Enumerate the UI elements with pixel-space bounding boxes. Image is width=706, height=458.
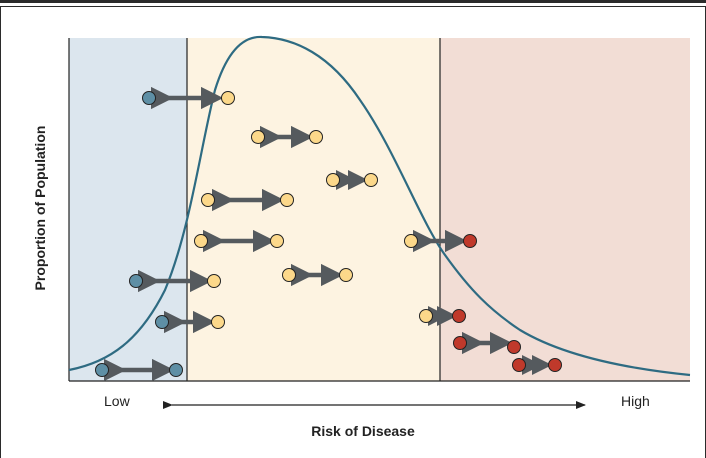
low-risk-dot — [129, 274, 143, 288]
low-risk-dot — [95, 363, 109, 377]
high-risk-zone — [440, 38, 690, 381]
moderate-risk-dot — [201, 193, 215, 207]
moderate-risk-dot — [282, 268, 296, 282]
moderate-risk-dot — [280, 193, 294, 207]
high-risk-dot — [507, 340, 521, 354]
low-risk-zone — [69, 38, 187, 381]
moderate-risk-dot — [211, 315, 225, 329]
left-border — [0, 7, 1, 458]
top-rule-thin — [0, 6, 706, 7]
high-risk-dot — [548, 358, 562, 372]
moderate-risk-zone — [187, 38, 440, 381]
low-risk-dot — [169, 363, 183, 377]
moderate-risk-dot — [207, 274, 221, 288]
high-risk-dot — [452, 309, 466, 323]
high-risk-label: High — [621, 393, 650, 409]
high-risk-dot — [453, 336, 467, 350]
moderate-risk-dot — [419, 309, 433, 323]
moderate-risk-dot — [221, 91, 235, 105]
moderate-risk-dot — [194, 234, 208, 248]
moderate-risk-dot — [270, 234, 284, 248]
moderate-risk-dot — [251, 130, 265, 144]
transition-pairs — [95, 86, 562, 382]
risk-distribution-curve — [68, 35, 691, 377]
moderate-risk-dot — [364, 173, 378, 187]
high-risk-dot — [512, 358, 526, 372]
moderate-risk-dot — [404, 234, 418, 248]
top-rule — [0, 0, 706, 3]
moderate-risk-dot — [309, 130, 323, 144]
high-risk-dot — [463, 234, 477, 248]
moderate-risk-dot — [339, 268, 353, 282]
y-axis-label: Proportion of Population — [32, 125, 48, 291]
moderate-risk-dot — [326, 173, 340, 187]
x-axis-label: Risk of Disease — [311, 423, 415, 439]
low-risk-dot — [155, 315, 169, 329]
low-risk-label: Low — [104, 393, 130, 409]
low-risk-dot — [142, 91, 156, 105]
